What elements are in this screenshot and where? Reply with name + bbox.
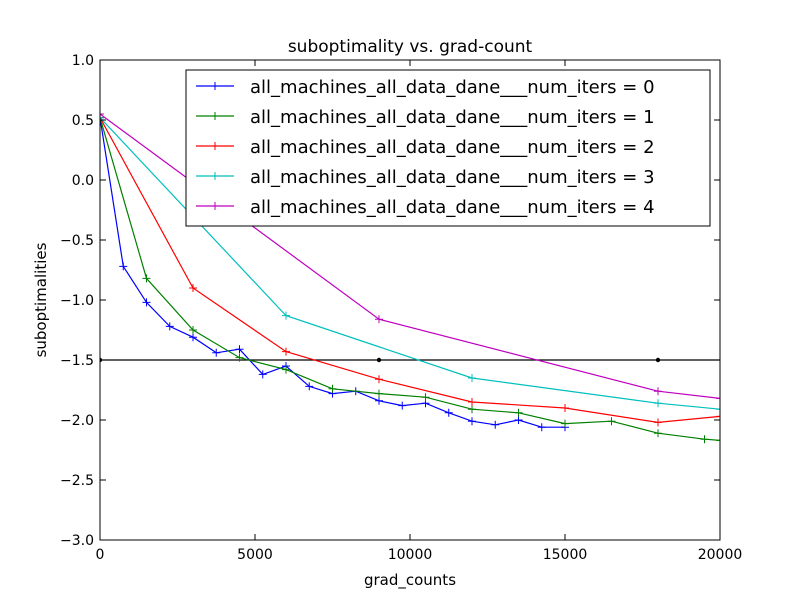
data-point bbox=[142, 274, 151, 283]
legend-swatch-marker bbox=[211, 112, 219, 120]
data-point bbox=[537, 423, 546, 432]
data-point bbox=[468, 405, 476, 414]
x-tick-label: 10000 bbox=[388, 547, 433, 563]
data-point bbox=[375, 396, 383, 405]
data-point bbox=[165, 322, 174, 331]
legend-swatch-marker bbox=[211, 202, 219, 210]
y-tick-label: 0.5 bbox=[72, 113, 94, 129]
reference-dot bbox=[655, 357, 661, 363]
data-point bbox=[375, 375, 383, 384]
legend-label: all_machines_all_data_dane___num_iters =… bbox=[250, 77, 655, 98]
data-point bbox=[716, 436, 720, 445]
series-line-2 bbox=[100, 117, 720, 424]
data-point bbox=[282, 311, 290, 320]
data-point bbox=[100, 110, 104, 118]
data-point bbox=[100, 113, 104, 122]
chart-title: suboptimality vs. grad-count bbox=[288, 37, 533, 57]
data-point bbox=[716, 405, 720, 414]
legend-label: all_machines_all_data_dane___num_iters =… bbox=[250, 167, 655, 188]
data-point bbox=[421, 393, 430, 402]
legend-label: all_machines_all_data_dane___num_iters =… bbox=[250, 137, 655, 158]
reference-dot bbox=[376, 357, 382, 363]
data-point bbox=[444, 408, 453, 417]
data-point bbox=[468, 374, 476, 382]
data-point bbox=[700, 435, 709, 444]
data-point bbox=[654, 387, 662, 396]
data-point bbox=[654, 429, 662, 438]
y-tick-label: −2.0 bbox=[60, 413, 94, 429]
legend-swatch-marker bbox=[211, 172, 219, 180]
y-tick-label: −3.0 bbox=[60, 533, 94, 549]
y-tick-label: −2.5 bbox=[60, 473, 94, 489]
data-point bbox=[305, 382, 314, 391]
data-point bbox=[561, 404, 569, 412]
y-axis-label: suboptimalities bbox=[32, 242, 50, 357]
x-axis-label: grad_counts bbox=[364, 571, 456, 590]
data-point bbox=[398, 401, 407, 410]
y-tick-label: −0.5 bbox=[60, 233, 94, 249]
data-point bbox=[468, 417, 476, 426]
data-point bbox=[491, 420, 500, 429]
y-tick-label: −1.0 bbox=[60, 293, 94, 309]
data-point bbox=[716, 394, 720, 403]
data-point bbox=[514, 408, 523, 417]
x-tick-label: 20000 bbox=[698, 547, 743, 563]
legend-box bbox=[185, 69, 711, 227]
x-tick-label: 5000 bbox=[237, 547, 273, 563]
data-point bbox=[212, 348, 221, 357]
legend-label: all_machines_all_data_dane___num_iters =… bbox=[250, 107, 655, 128]
data-point bbox=[282, 365, 290, 374]
data-point bbox=[189, 333, 197, 342]
data-point bbox=[119, 262, 128, 271]
data-point bbox=[514, 416, 523, 424]
legend-label: all_machines_all_data_dane___num_iters =… bbox=[250, 197, 655, 218]
y-tick-label: 1.0 bbox=[72, 53, 94, 69]
data-point bbox=[235, 345, 244, 354]
data-point bbox=[375, 315, 383, 324]
data-point bbox=[468, 398, 476, 406]
data-point bbox=[328, 384, 337, 393]
data-point bbox=[189, 284, 197, 292]
data-point bbox=[654, 418, 662, 427]
y-tick-label: 0.0 bbox=[72, 173, 94, 189]
y-tick-label: −1.5 bbox=[60, 353, 94, 369]
x-tick-label: 0 bbox=[96, 547, 105, 563]
x-tick-label: 15000 bbox=[543, 547, 588, 563]
data-point bbox=[607, 417, 616, 426]
data-point bbox=[258, 370, 267, 379]
legend-swatch-marker bbox=[211, 142, 219, 150]
data-point bbox=[561, 419, 569, 428]
data-point bbox=[654, 399, 662, 408]
data-point bbox=[142, 298, 151, 307]
data-point bbox=[716, 412, 720, 421]
data-point bbox=[235, 353, 244, 362]
data-point bbox=[189, 326, 197, 334]
data-point bbox=[375, 389, 383, 398]
data-point bbox=[282, 347, 290, 356]
legend-swatch-marker bbox=[211, 82, 219, 90]
